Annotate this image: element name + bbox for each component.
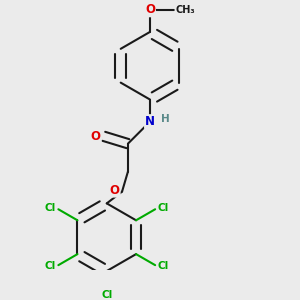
Text: Cl: Cl (45, 261, 56, 271)
Text: H: H (161, 114, 170, 124)
Text: O: O (145, 3, 155, 16)
Text: Cl: Cl (45, 203, 56, 213)
Text: Cl: Cl (158, 261, 169, 271)
Text: Cl: Cl (101, 290, 112, 300)
Text: N: N (145, 115, 155, 128)
Text: CH₃: CH₃ (176, 5, 195, 15)
Text: O: O (91, 130, 100, 143)
Text: Cl: Cl (158, 203, 169, 213)
Text: O: O (110, 184, 120, 196)
